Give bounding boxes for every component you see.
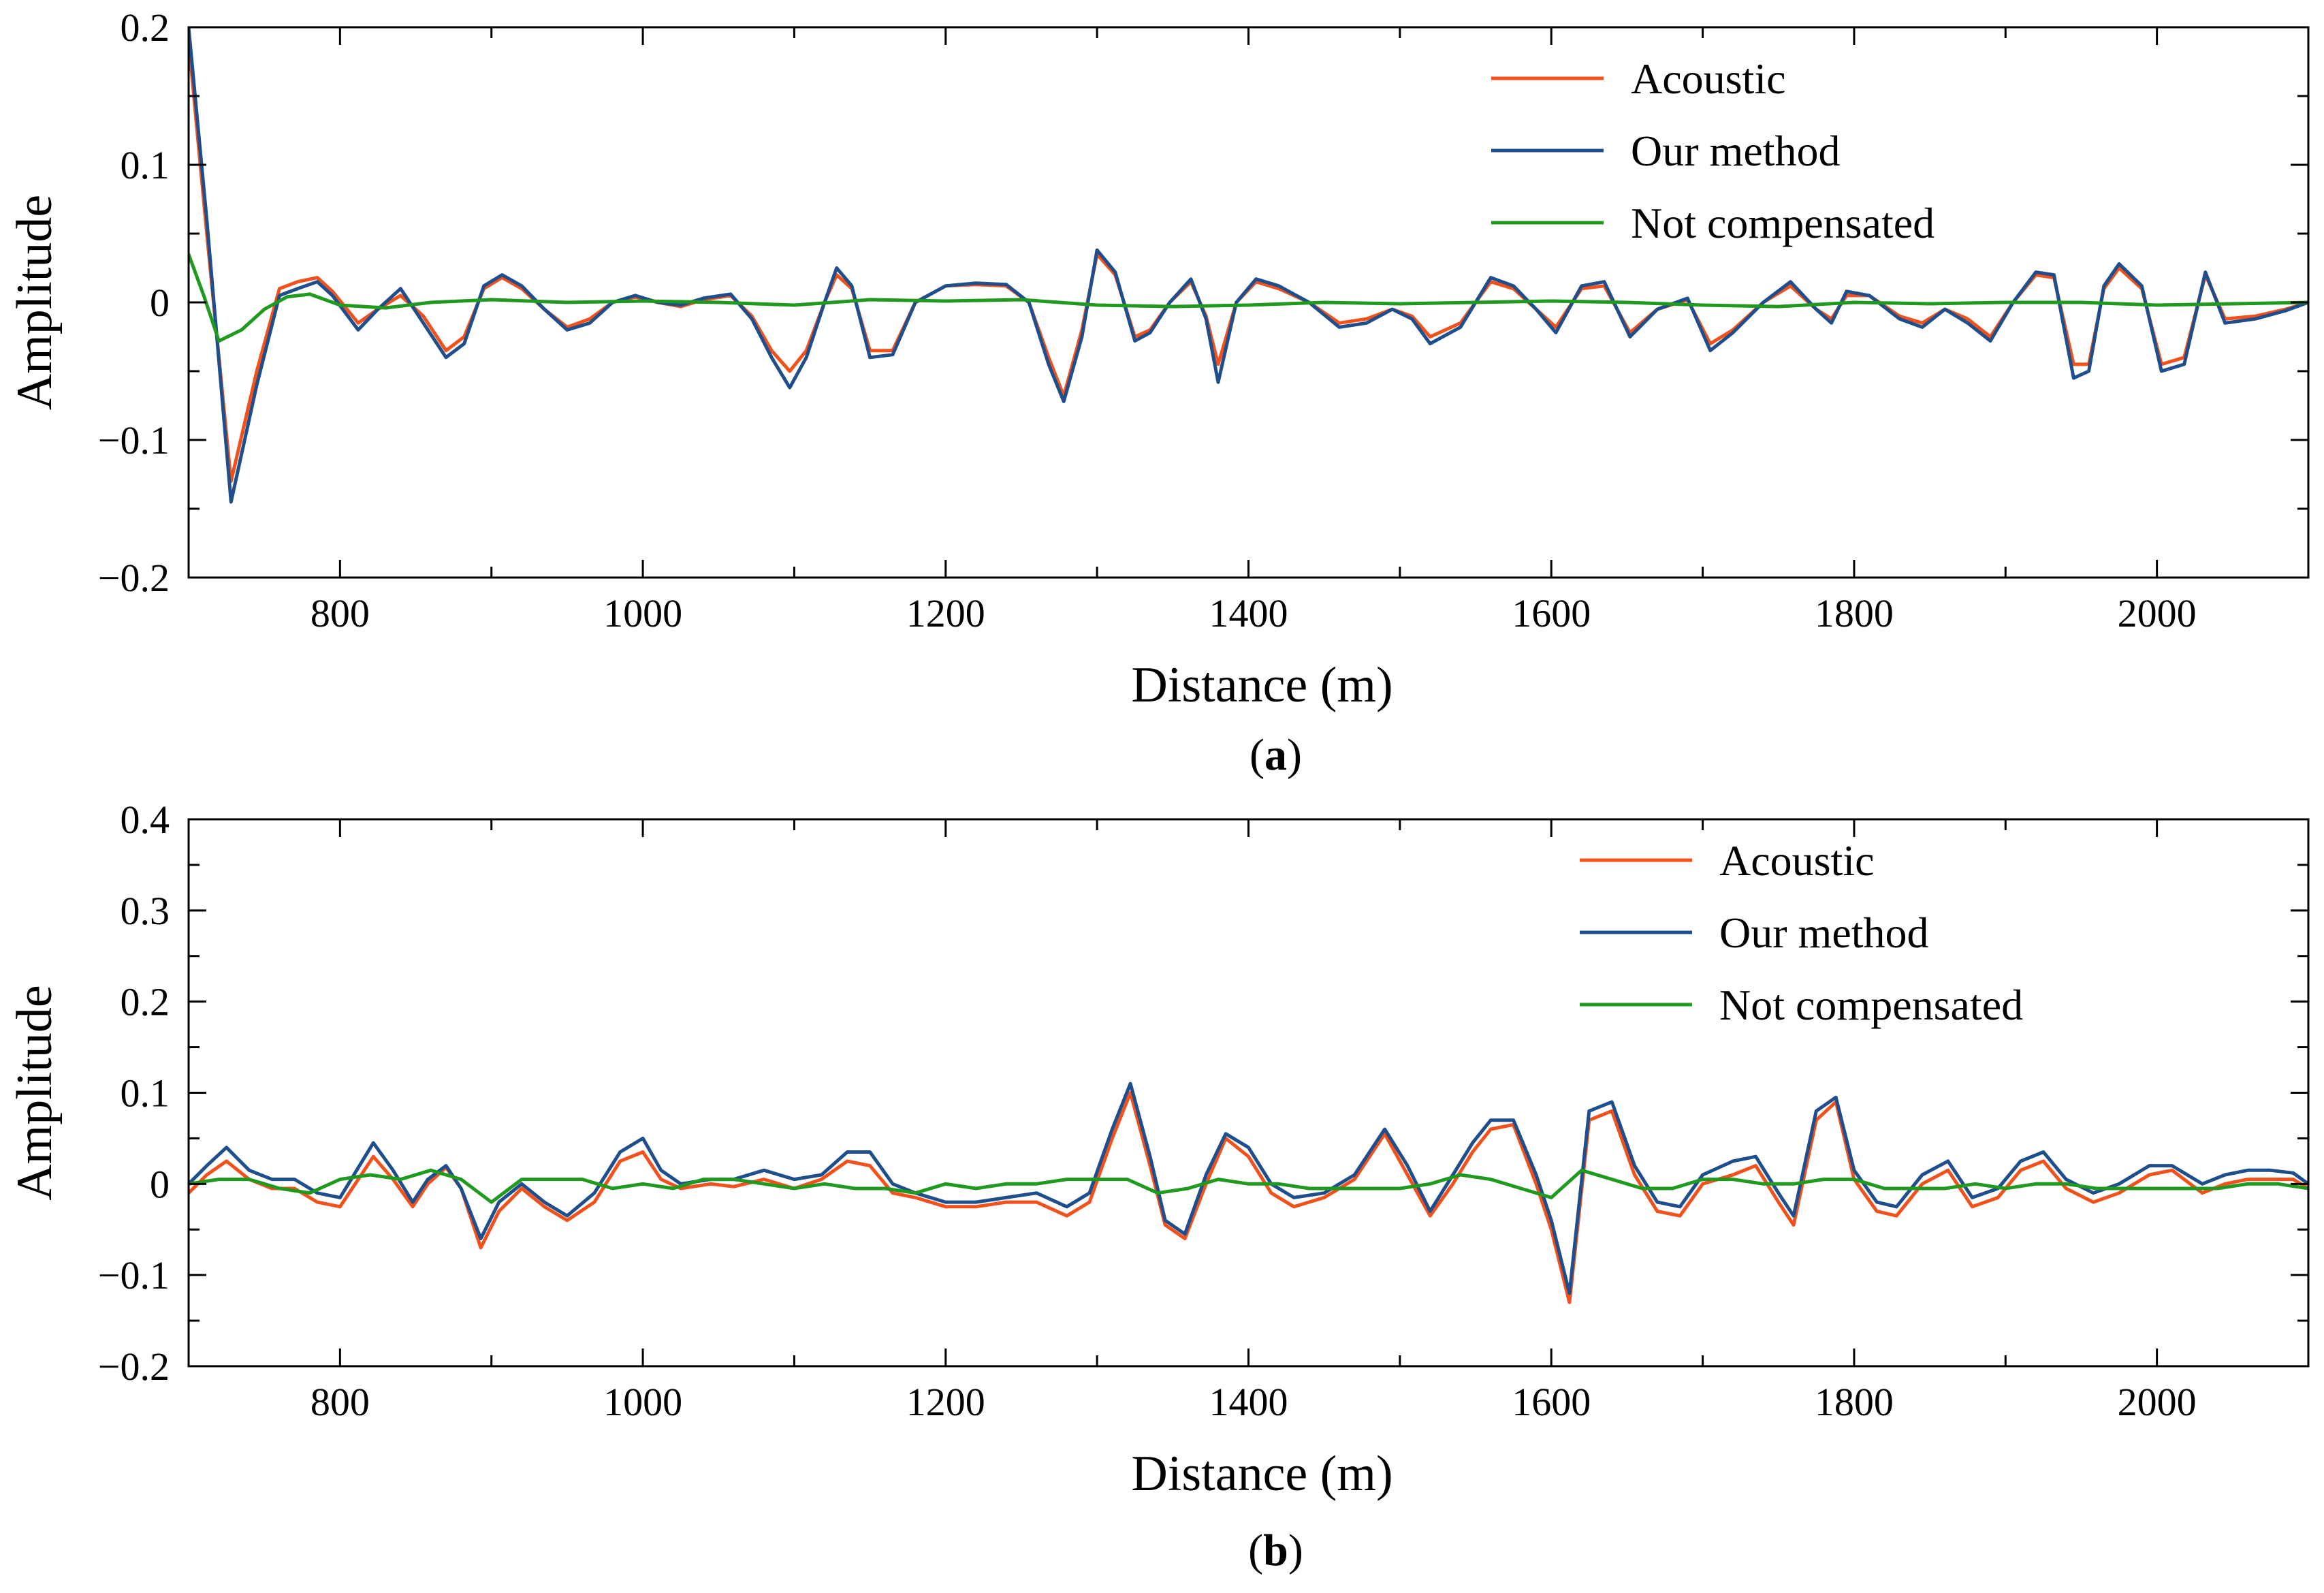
x-tick-label: 1200 bbox=[906, 1380, 985, 1424]
plot-area bbox=[189, 1082, 2308, 1304]
y-tick-label: 0.2 bbox=[121, 980, 170, 1024]
y-tick-label: 0 bbox=[150, 1162, 170, 1206]
legend: Acoustic Our method Not compensated bbox=[1580, 836, 2023, 1029]
plot-frame bbox=[187, 818, 2310, 1368]
x-axis-title: Distance (m) bbox=[1131, 657, 1392, 713]
legend-label: Our method bbox=[1719, 909, 1929, 957]
y-tick-label: −0.1 bbox=[98, 1253, 170, 1297]
x-tick-label: 2000 bbox=[2118, 1380, 2197, 1424]
y-tick-label: 0.2 bbox=[121, 5, 170, 50]
x-tick-label: 1200 bbox=[906, 591, 985, 635]
series-line-acoustic bbox=[189, 1091, 2308, 1304]
legend-label: Acoustic bbox=[1719, 836, 1875, 885]
y-tick-label: −0.2 bbox=[98, 556, 170, 600]
y-tick-label: 0.4 bbox=[121, 798, 170, 842]
panel-caption: (a) bbox=[1249, 730, 1302, 780]
x-tick-label: 1000 bbox=[603, 1380, 682, 1424]
x-tick-label: 800 bbox=[311, 591, 370, 635]
y-tick-label: 0.1 bbox=[121, 143, 170, 187]
x-tick-label: 1000 bbox=[603, 591, 682, 635]
panel-letter: b bbox=[1263, 1526, 1288, 1575]
series-line-not-compensated bbox=[189, 1168, 2308, 1204]
y-axis-title: Amplitude bbox=[7, 985, 63, 1201]
plot-area bbox=[189, 27, 2308, 504]
x-tick-label: 1600 bbox=[1512, 591, 1591, 635]
series-line-not-compensated bbox=[189, 252, 2308, 343]
x-tick-label: 800 bbox=[311, 1380, 370, 1424]
series-line-acoustic bbox=[189, 39, 2308, 484]
panel-letter: a bbox=[1264, 730, 1287, 780]
x-tick-label: 1600 bbox=[1512, 1380, 1591, 1424]
x-tick-label: 1800 bbox=[1815, 591, 1894, 635]
x-tick-label: 1400 bbox=[1209, 591, 1288, 635]
series-line-our-method bbox=[189, 1082, 2308, 1295]
chart-panel-b: 800 1000 1200 1400 1600 1800 2000 −0.2 −0.1 0 0.1 0… bbox=[7, 798, 2310, 1575]
panel-caption: (b) bbox=[1248, 1526, 1303, 1575]
y-tick-label: 0 bbox=[150, 281, 170, 325]
legend-label: Acoustic bbox=[1631, 54, 1786, 103]
y-tick-label: −0.2 bbox=[98, 1344, 170, 1389]
legend: Acoustic Our method Not compensated bbox=[1491, 54, 1935, 247]
legend-label: Not compensated bbox=[1631, 199, 1935, 247]
x-tick-label: 1400 bbox=[1209, 1380, 1288, 1424]
x-tick-label: 1800 bbox=[1815, 1380, 1894, 1424]
series-line-our-method bbox=[189, 27, 2308, 504]
y-axis-title: Amplitude bbox=[7, 195, 63, 411]
legend-label: Our method bbox=[1631, 127, 1841, 175]
x-axis-title: Distance (m) bbox=[1131, 1446, 1392, 1502]
legend-label: Not compensated bbox=[1719, 981, 2023, 1029]
y-tick-label: 0.3 bbox=[121, 889, 170, 933]
y-tick-label: −0.1 bbox=[98, 418, 170, 462]
x-tick-label: 2000 bbox=[2118, 591, 2197, 635]
chart-panel-a: 800 1000 1200 1400 1600 1800 2000 −0.2 −0.1 0 0.1 0… bbox=[7, 5, 2310, 780]
y-tick-label: 0.1 bbox=[121, 1071, 170, 1116]
